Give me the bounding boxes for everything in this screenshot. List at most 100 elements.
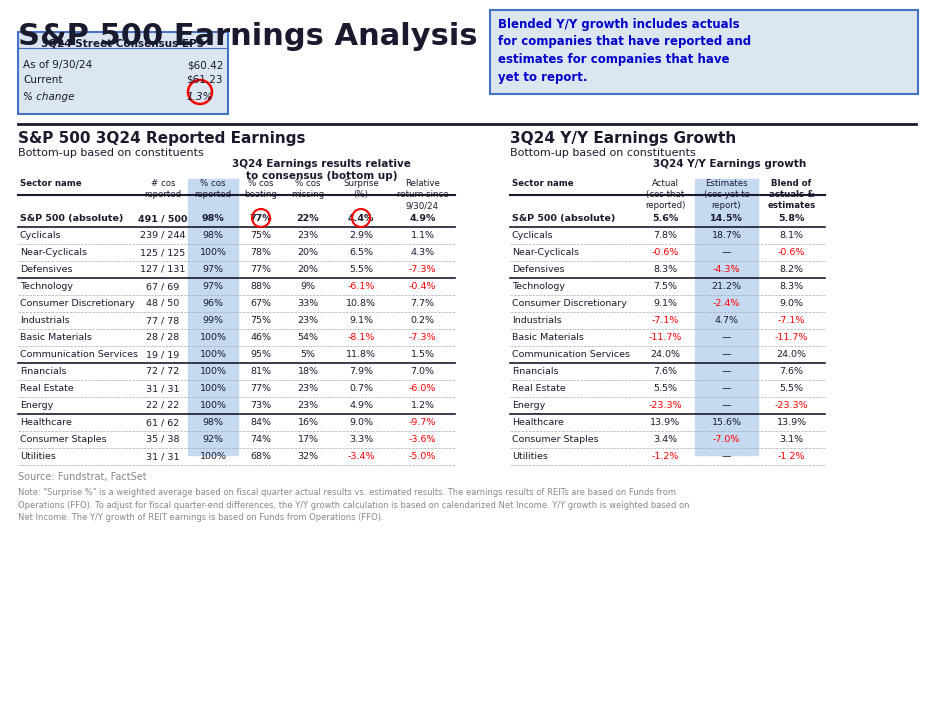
Text: Relative
return since
9/30/24: Relative return since 9/30/24 bbox=[397, 179, 448, 210]
Text: 97%: 97% bbox=[203, 282, 223, 291]
Text: 95%: 95% bbox=[250, 350, 272, 359]
Text: Healthcare: Healthcare bbox=[512, 418, 564, 427]
Text: 5%: 5% bbox=[301, 350, 316, 359]
Text: 4.7%: 4.7% bbox=[715, 316, 739, 325]
Text: Technology: Technology bbox=[512, 282, 565, 291]
Text: 5.5%: 5.5% bbox=[780, 384, 803, 393]
Text: 72 / 72: 72 / 72 bbox=[147, 367, 179, 376]
Text: 5.5%: 5.5% bbox=[653, 384, 677, 393]
Text: Current: Current bbox=[23, 75, 63, 85]
Text: 22 / 22: 22 / 22 bbox=[147, 401, 179, 410]
Text: -7.1%: -7.1% bbox=[651, 316, 679, 325]
Text: # cos
reported: # cos reported bbox=[145, 179, 181, 199]
Text: 84%: 84% bbox=[250, 418, 272, 427]
Text: 74%: 74% bbox=[250, 435, 272, 444]
Text: —: — bbox=[722, 350, 731, 359]
Text: Industrials: Industrials bbox=[20, 316, 70, 325]
Text: Communication Services: Communication Services bbox=[20, 350, 138, 359]
Text: 20%: 20% bbox=[298, 248, 318, 257]
Text: 75%: 75% bbox=[250, 231, 272, 240]
Text: Defensives: Defensives bbox=[512, 265, 564, 274]
Text: -3.4%: -3.4% bbox=[347, 452, 375, 461]
Text: % cos
beating: % cos beating bbox=[245, 179, 277, 199]
Text: 23%: 23% bbox=[297, 384, 318, 393]
Text: Blended Y/Y growth includes actuals
for companies that have reported and
estimat: Blended Y/Y growth includes actuals for … bbox=[498, 18, 751, 84]
Text: Financials: Financials bbox=[512, 367, 559, 376]
Text: -3.6%: -3.6% bbox=[409, 435, 436, 444]
Text: -0.6%: -0.6% bbox=[778, 248, 805, 257]
Text: 9.1%: 9.1% bbox=[349, 316, 373, 325]
FancyBboxPatch shape bbox=[18, 32, 228, 114]
Text: 9%: 9% bbox=[301, 282, 316, 291]
Text: 7.0%: 7.0% bbox=[411, 367, 434, 376]
Text: 13.9%: 13.9% bbox=[650, 418, 680, 427]
Text: 78%: 78% bbox=[250, 248, 272, 257]
Text: 239 / 244: 239 / 244 bbox=[140, 231, 186, 240]
Text: 7.9%: 7.9% bbox=[349, 367, 373, 376]
Text: 1.3%: 1.3% bbox=[187, 92, 213, 102]
Text: 6.5%: 6.5% bbox=[349, 248, 373, 257]
Text: 23%: 23% bbox=[297, 231, 318, 240]
Text: 4.9%: 4.9% bbox=[349, 401, 373, 410]
Text: 100%: 100% bbox=[200, 452, 227, 461]
Text: 96%: 96% bbox=[203, 299, 223, 308]
Text: Consumer Staples: Consumer Staples bbox=[20, 435, 106, 444]
Text: S&P 500 (absolute): S&P 500 (absolute) bbox=[512, 214, 616, 223]
Text: 1.1%: 1.1% bbox=[411, 231, 434, 240]
Text: 5.5%: 5.5% bbox=[349, 265, 373, 274]
Text: 23%: 23% bbox=[297, 401, 318, 410]
Text: 100%: 100% bbox=[200, 401, 227, 410]
Text: 67 / 69: 67 / 69 bbox=[147, 282, 179, 291]
Text: 7.6%: 7.6% bbox=[653, 367, 677, 376]
Text: 100%: 100% bbox=[200, 384, 227, 393]
Text: -6.1%: -6.1% bbox=[347, 282, 375, 291]
Text: $61.23: $61.23 bbox=[187, 75, 223, 85]
Text: —: — bbox=[722, 452, 731, 461]
Text: 18%: 18% bbox=[298, 367, 318, 376]
Text: 46%: 46% bbox=[250, 333, 272, 342]
Text: Basic Materials: Basic Materials bbox=[512, 333, 584, 342]
Text: 4.9%: 4.9% bbox=[409, 214, 435, 223]
Text: 17%: 17% bbox=[298, 435, 318, 444]
Text: 15.6%: 15.6% bbox=[712, 418, 742, 427]
Text: Technology: Technology bbox=[20, 282, 73, 291]
Text: Communication Services: Communication Services bbox=[512, 350, 630, 359]
Text: Industrials: Industrials bbox=[512, 316, 561, 325]
Text: 11.8%: 11.8% bbox=[346, 350, 376, 359]
Text: Near-Cyclicals: Near-Cyclicals bbox=[512, 248, 579, 257]
Text: 3Q24 Y/Y Earnings growth: 3Q24 Y/Y Earnings growth bbox=[654, 159, 807, 169]
Text: 98%: 98% bbox=[202, 214, 224, 223]
Text: % cos
missing: % cos missing bbox=[291, 179, 324, 199]
Text: Estimates
(cos yet to
report): Estimates (cos yet to report) bbox=[703, 179, 749, 210]
Text: Utilities: Utilities bbox=[20, 452, 56, 461]
Text: 24.0%: 24.0% bbox=[650, 350, 680, 359]
Text: Cyclicals: Cyclicals bbox=[20, 231, 62, 240]
Text: 73%: 73% bbox=[250, 401, 272, 410]
Text: 31 / 31: 31 / 31 bbox=[147, 452, 179, 461]
Text: 3Q24 Y/Y Earnings Growth: 3Q24 Y/Y Earnings Growth bbox=[510, 131, 736, 146]
Text: Basic Materials: Basic Materials bbox=[20, 333, 92, 342]
Text: 0.7%: 0.7% bbox=[349, 384, 373, 393]
Text: S&P 500 (absolute): S&P 500 (absolute) bbox=[20, 214, 123, 223]
Text: $60.42: $60.42 bbox=[187, 60, 223, 70]
Text: 7.7%: 7.7% bbox=[411, 299, 434, 308]
Text: 20%: 20% bbox=[298, 265, 318, 274]
Text: —: — bbox=[722, 401, 731, 410]
Text: 99%: 99% bbox=[203, 316, 223, 325]
Text: 125 / 125: 125 / 125 bbox=[140, 248, 186, 257]
Bar bbox=[695, 179, 758, 455]
Text: -4.3%: -4.3% bbox=[713, 265, 741, 274]
Text: Consumer Discretionary: Consumer Discretionary bbox=[20, 299, 134, 308]
Text: Near-Cyclicals: Near-Cyclicals bbox=[20, 248, 87, 257]
Text: Defensives: Defensives bbox=[20, 265, 73, 274]
Text: 100%: 100% bbox=[200, 248, 227, 257]
Text: Sector name: Sector name bbox=[512, 179, 573, 188]
Text: 28 / 28: 28 / 28 bbox=[147, 333, 179, 342]
Text: Energy: Energy bbox=[512, 401, 545, 410]
Text: 24.0%: 24.0% bbox=[776, 350, 806, 359]
Text: 18.7%: 18.7% bbox=[712, 231, 742, 240]
Text: 3Q24 Street Consensus EPS: 3Q24 Street Consensus EPS bbox=[41, 38, 205, 48]
Text: 14.5%: 14.5% bbox=[710, 214, 743, 223]
Text: % cos
reported: % cos reported bbox=[194, 179, 232, 199]
Text: 33%: 33% bbox=[297, 299, 318, 308]
